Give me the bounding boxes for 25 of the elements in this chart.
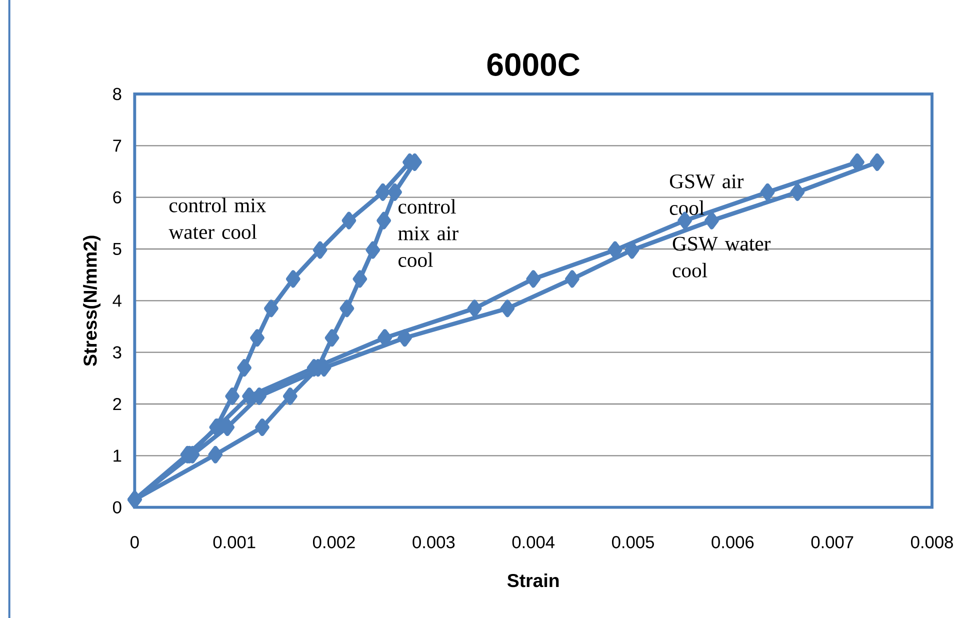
x-tick-label: 0 (130, 536, 139, 548)
x-axis-title: Strain (507, 573, 559, 588)
x-tick-label: 0.007 (811, 536, 854, 548)
chart-title: 6000C (487, 53, 580, 76)
text: control mix water cool (168, 198, 266, 239)
y-tick-label: 1 (114, 450, 122, 462)
x-tick-label: 0.008 (910, 536, 953, 548)
x-tick-label: 0.004 (512, 536, 555, 548)
y-tick-label: 2 (113, 398, 122, 410)
y-tick-label: 3 (112, 346, 122, 358)
x-tick-label: 0.006 (712, 536, 754, 548)
series-label: GSW air cool (670, 174, 744, 215)
y-tick-label: 0 (112, 501, 122, 514)
y-tick-label: 4 (112, 294, 122, 307)
series-label: control mix air cool (398, 199, 458, 267)
y-tick-label: 6 (113, 191, 122, 204)
y-axis-title: Stress(N/mm2) (83, 236, 100, 366)
x-tick-label: 0.002 (312, 536, 355, 548)
x-tick-label: 0.001 (213, 536, 256, 548)
x-tick-label: 0.003 (412, 536, 455, 548)
y-tick-label: 8 (113, 88, 122, 100)
y-tick-label: 7 (113, 140, 122, 152)
y-tick-label: 5 (113, 242, 122, 256)
series-label: GSW water cool (672, 236, 771, 278)
x-tick-label: 0.005 (612, 536, 654, 548)
